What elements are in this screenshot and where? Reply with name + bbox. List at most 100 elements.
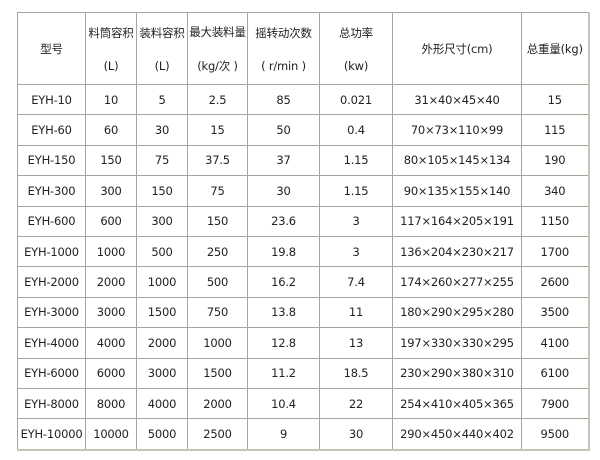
table-row: EYH-6000 6000 3000 1500 11.2 18.5 230×290×380×… — [17, 357, 589, 389]
table-cell: 10000 — [85, 418, 137, 451]
table-cell: 5 — [136, 83, 188, 116]
table-cell: 19.8 — [247, 235, 320, 268]
table-cell: 197×330×330×295 — [392, 327, 522, 359]
table-cell: 2500 — [187, 418, 248, 451]
table-cell: 6000 — [85, 357, 137, 389]
table-cell: 300 — [85, 175, 137, 207]
table-cell: 0.4 — [319, 114, 393, 146]
table-cell: 500 — [187, 266, 248, 298]
table-cell: EYH-10000 — [17, 418, 86, 451]
table-cell: 75 — [187, 175, 248, 207]
table-cell: 30 — [136, 114, 188, 146]
table-cell: 1150 — [521, 205, 589, 237]
table-cell: 2000 — [85, 266, 137, 298]
table-cell: 1.15 — [319, 175, 393, 207]
table-cell: EYH-6000 — [17, 357, 86, 389]
table-cell: 10.4 — [247, 387, 320, 420]
table-cell: 22 — [319, 387, 393, 420]
table-cell: 340 — [521, 175, 589, 207]
table-cell: 13 — [319, 327, 393, 359]
table-cell: 1700 — [521, 235, 589, 268]
table-cell: 23.6 — [247, 205, 320, 237]
table-cell: 7900 — [521, 387, 589, 420]
table-cell: 174×260×277×255 — [392, 266, 522, 298]
table-cell: 31×40×45×40 — [392, 83, 522, 116]
table-row: EYH-4000 4000 2000 1000 12.8 13 197×330×330×29… — [17, 327, 589, 359]
table-cell: 60 — [85, 114, 137, 146]
table-cell: 3 — [319, 235, 393, 268]
table-cell: 600 — [85, 205, 137, 237]
header-unit: (L) — [154, 58, 170, 73]
column-header: 总功率 (kw) — [319, 12, 393, 85]
table-cell: 190 — [521, 144, 589, 177]
table-cell: 90×135×155×140 — [392, 175, 522, 207]
table-cell: 2.5 — [187, 83, 248, 116]
table-row: EYH-3000 3000 1500 750 13.8 11 180×290×295×280… — [17, 296, 589, 329]
spec-table: 型号 料筒容积 (L) 装料容积 (L) 最大装料量 (kg/次 ) 摇转动次数 ( r/min… — [17, 12, 590, 451]
table-cell: EYH-2000 — [17, 266, 86, 298]
header-unit: (kw) — [343, 58, 369, 73]
table-cell: 136×204×230×217 — [392, 235, 522, 268]
table-cell: 0.021 — [319, 83, 393, 116]
table-cell: 80×105×145×134 — [392, 144, 522, 177]
table-cell: 3500 — [521, 296, 589, 329]
header-row: 型号 料筒容积 (L) 装料容积 (L) 最大装料量 (kg/次 ) 摇转动次数 ( r/min… — [17, 12, 589, 85]
table-cell: EYH-150 — [17, 144, 86, 177]
table-cell: 8000 — [85, 387, 137, 420]
table-cell: 230×290×380×310 — [392, 357, 522, 389]
table-cell: 3000 — [136, 357, 188, 389]
header-name: 摇转动次数 — [255, 25, 312, 40]
table-cell: 11.2 — [247, 357, 320, 389]
table-cell: 150 — [187, 205, 248, 237]
table-cell: 12.8 — [247, 327, 320, 359]
table-cell: 1000 — [136, 266, 188, 298]
table-cell: 70×73×110×99 — [392, 114, 522, 146]
table-cell: EYH-60 — [17, 114, 86, 146]
table-cell: EYH-300 — [17, 175, 86, 207]
table-row: EYH-10 10 5 2.5 85 0.021 31×40×45×40 15 — [17, 83, 589, 116]
table-cell: 1.15 — [319, 144, 393, 177]
column-header: 料筒容积 (L) — [85, 12, 137, 85]
header-name: 料筒容积 — [88, 25, 134, 40]
table-cell: 50 — [247, 114, 320, 146]
column-header: 型号 — [17, 12, 86, 85]
table-cell: 16.2 — [247, 266, 320, 298]
table-cell: 1500 — [136, 296, 188, 329]
table-cell: 150 — [136, 175, 188, 207]
table-cell: 4000 — [136, 387, 188, 420]
table-cell: 7.4 — [319, 266, 393, 298]
table-cell: 254×410×405×365 — [392, 387, 522, 420]
table-cell: 250 — [187, 235, 248, 268]
table-cell: 500 — [136, 235, 188, 268]
table-row: EYH-300 300 150 75 30 1.15 90×135×155×140 340 — [17, 175, 589, 207]
table-cell: 13.8 — [247, 296, 320, 329]
header-unit: (L) — [103, 58, 119, 73]
table-cell: 75 — [136, 144, 188, 177]
table-cell: 4000 — [85, 327, 137, 359]
header-name: 装料容积 — [139, 25, 185, 40]
table-cell: 2600 — [521, 266, 589, 298]
table-cell: 290×450×440×402 — [392, 418, 522, 451]
table-cell: 37.5 — [187, 144, 248, 177]
table-cell: 150 — [85, 144, 137, 177]
table-row: EYH-1000 1000 500 250 19.8 3 136×204×230×217 17… — [17, 235, 589, 268]
column-header: 总重量(kg) — [521, 12, 589, 85]
column-header: 装料容积 (L) — [136, 12, 188, 85]
table-cell: EYH-3000 — [17, 296, 86, 329]
header-unit: ( r/min ) — [261, 58, 306, 73]
table-cell: EYH-10 — [17, 83, 86, 116]
header-name: 总功率 — [339, 25, 373, 40]
table-cell: 3000 — [85, 296, 137, 329]
table-cell: EYH-4000 — [17, 327, 86, 359]
table-cell: 1500 — [187, 357, 248, 389]
table-row: EYH-600 600 300 150 23.6 3 117×164×205×191 1150 — [17, 205, 589, 237]
column-header: 摇转动次数 ( r/min ) — [247, 12, 320, 85]
table-cell: 300 — [136, 205, 188, 237]
table-cell: 750 — [187, 296, 248, 329]
table-cell: 6100 — [521, 357, 589, 389]
table-cell: 18.5 — [319, 357, 393, 389]
table-cell: EYH-1000 — [17, 235, 86, 268]
table-cell: 115 — [521, 114, 589, 146]
table-cell: 9500 — [521, 418, 589, 451]
table-row: EYH-10000 10000 5000 2500 9 30 290×450×440×402… — [17, 418, 589, 451]
